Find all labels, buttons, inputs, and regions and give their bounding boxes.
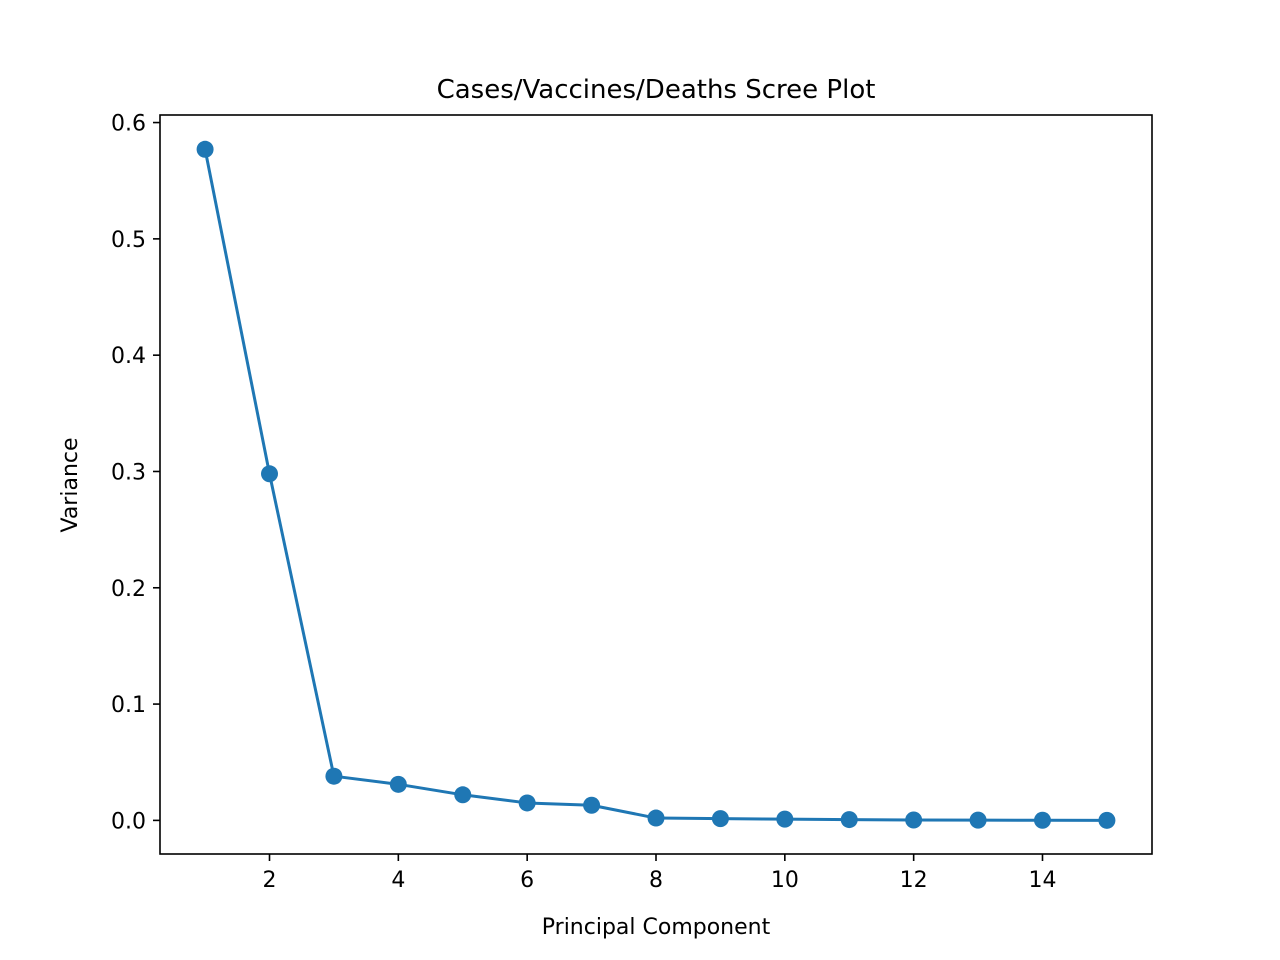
y-tick-label: 0.2 bbox=[111, 577, 146, 602]
data-point bbox=[518, 794, 536, 812]
plot-area bbox=[196, 140, 1116, 829]
data-point bbox=[776, 810, 794, 828]
x-tick-label: 12 bbox=[900, 868, 928, 893]
y-tick-label: 0.4 bbox=[111, 344, 146, 369]
data-point bbox=[969, 811, 987, 829]
data-point bbox=[840, 811, 858, 829]
chart-title: Cases/Vaccines/Deaths Scree Plot bbox=[437, 75, 876, 105]
data-point bbox=[583, 796, 601, 814]
y-tick-label: 0.1 bbox=[111, 693, 146, 718]
x-tick-label: 4 bbox=[391, 868, 405, 893]
y-tick-label: 0.5 bbox=[111, 228, 146, 253]
y-axis-label: Variance bbox=[58, 437, 83, 532]
x-tick-label: 8 bbox=[649, 868, 663, 893]
y-tick-label: 0.6 bbox=[111, 112, 146, 137]
data-point bbox=[325, 767, 343, 785]
x-tick-label: 10 bbox=[771, 868, 799, 893]
data-point bbox=[711, 810, 729, 828]
data-point bbox=[454, 786, 472, 804]
x-tick-label: 6 bbox=[520, 868, 534, 893]
data-point bbox=[1098, 811, 1116, 829]
data-point bbox=[261, 465, 279, 483]
x-axis-label: Principal Component bbox=[542, 915, 771, 940]
data-point bbox=[389, 775, 407, 793]
data-point bbox=[647, 809, 665, 827]
x-tick-label: 2 bbox=[263, 868, 277, 893]
x-tick-label: 14 bbox=[1028, 868, 1056, 893]
y-tick-label: 0.0 bbox=[111, 809, 146, 834]
data-point bbox=[196, 140, 214, 158]
data-point bbox=[1033, 811, 1051, 829]
data-point bbox=[905, 811, 923, 829]
y-tick-label: 0.3 bbox=[111, 460, 146, 485]
